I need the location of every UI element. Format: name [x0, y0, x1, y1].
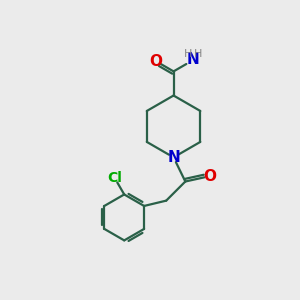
Text: N: N	[186, 52, 199, 67]
Text: O: O	[149, 54, 162, 69]
Text: N: N	[167, 150, 180, 165]
Text: H: H	[194, 49, 202, 59]
Text: H: H	[184, 49, 192, 59]
Text: Cl: Cl	[107, 171, 122, 185]
Text: O: O	[203, 169, 216, 184]
